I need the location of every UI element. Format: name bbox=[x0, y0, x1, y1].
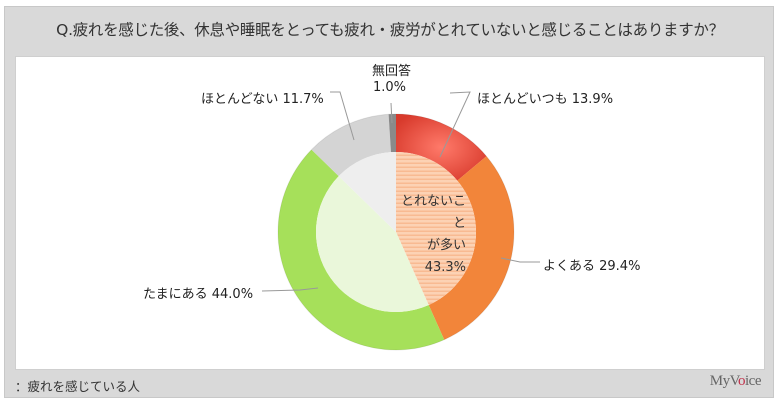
slice-sometimes bbox=[278, 149, 445, 350]
inner-slice-sometimes bbox=[315, 176, 429, 312]
label-rarely: ほとんどない 11.7% bbox=[201, 92, 324, 107]
label-sometimes: たまにある 44.0% bbox=[143, 287, 254, 302]
leader-c4 bbox=[390, 102, 393, 124]
slice-often bbox=[428, 156, 514, 340]
leader-c1 bbox=[500, 257, 540, 263]
label-no-answer-value: 1.0% bbox=[373, 80, 407, 95]
label-often: よくある 29.4% bbox=[543, 259, 641, 274]
leader-c2 bbox=[261, 287, 319, 292]
inner-value: 43.3% bbox=[424, 260, 466, 275]
leader-c3 bbox=[330, 91, 355, 141]
chart-frame: Q.疲れを感じた後、休息や睡眠をとっても疲れ・疲労がとれていないと感じることはあ… bbox=[4, 6, 774, 398]
inner-label-line1: とれないこと bbox=[400, 194, 466, 231]
leader-c0 bbox=[439, 91, 471, 158]
inner-label-line2: が多い bbox=[426, 238, 466, 253]
slice-no-answer bbox=[388, 114, 396, 153]
label-no-answer-name: 無回答 bbox=[372, 64, 412, 79]
slice-rarely bbox=[311, 114, 391, 177]
chart-title: Q.疲れを感じた後、休息や睡眠をとっても疲れ・疲労がとれていないと感じることはあ… bbox=[56, 21, 724, 39]
label-almost-always: ほとんどいつも 13.9% bbox=[477, 92, 614, 107]
inner-slice-summary bbox=[396, 152, 476, 306]
brand-logo: MyVoice bbox=[709, 373, 762, 389]
inner-summary-label: とれないこと が多い 43.3% bbox=[398, 191, 466, 279]
inner-slice-rest bbox=[338, 152, 396, 232]
footnote: ：疲れを感じている人 bbox=[15, 379, 141, 394]
slice-almost-always bbox=[396, 114, 487, 181]
